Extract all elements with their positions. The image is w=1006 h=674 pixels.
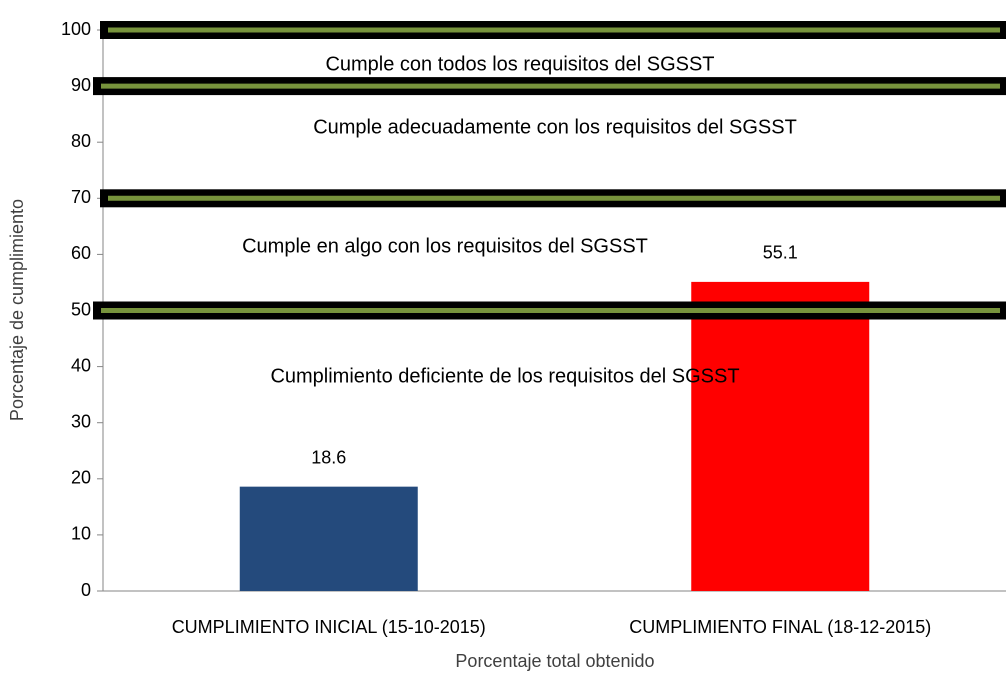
- bar: [691, 281, 870, 591]
- y-tick-label: 100: [61, 19, 91, 39]
- x-tick-label: CUMPLIMIENTO FINAL (18-12-2015): [629, 617, 931, 637]
- annotation: Cumple adecuadamente con los requisitos …: [313, 116, 797, 138]
- y-tick-label: 0: [81, 580, 91, 600]
- y-tick-label: 40: [71, 355, 91, 375]
- data-label: 55.1: [763, 243, 798, 263]
- y-tick-label: 20: [71, 468, 91, 488]
- annotation: Cumple en algo con los requisitos del SG…: [242, 235, 648, 257]
- annotation: Cumplimiento deficiente de los requisito…: [270, 365, 739, 387]
- y-tick-label: 90: [71, 75, 91, 95]
- y-tick-label: 10: [71, 524, 91, 544]
- y-axis-title: Porcentaje de cumplimiento: [7, 199, 27, 421]
- y-tick-label: 70: [71, 187, 91, 207]
- data-label: 18.6: [311, 447, 346, 467]
- y-tick-label: 80: [71, 131, 91, 151]
- x-tick-label: CUMPLIMIENTO INICIAL (15-10-2015): [172, 617, 486, 637]
- annotation: Cumple con todos los requisitos del SGSS…: [325, 53, 714, 75]
- x-axis-title: Porcentaje total obtenido: [455, 651, 654, 671]
- y-tick-label: 50: [71, 299, 91, 319]
- y-tick-label: 30: [71, 411, 91, 431]
- bar: [239, 486, 418, 591]
- y-tick-label: 60: [71, 243, 91, 263]
